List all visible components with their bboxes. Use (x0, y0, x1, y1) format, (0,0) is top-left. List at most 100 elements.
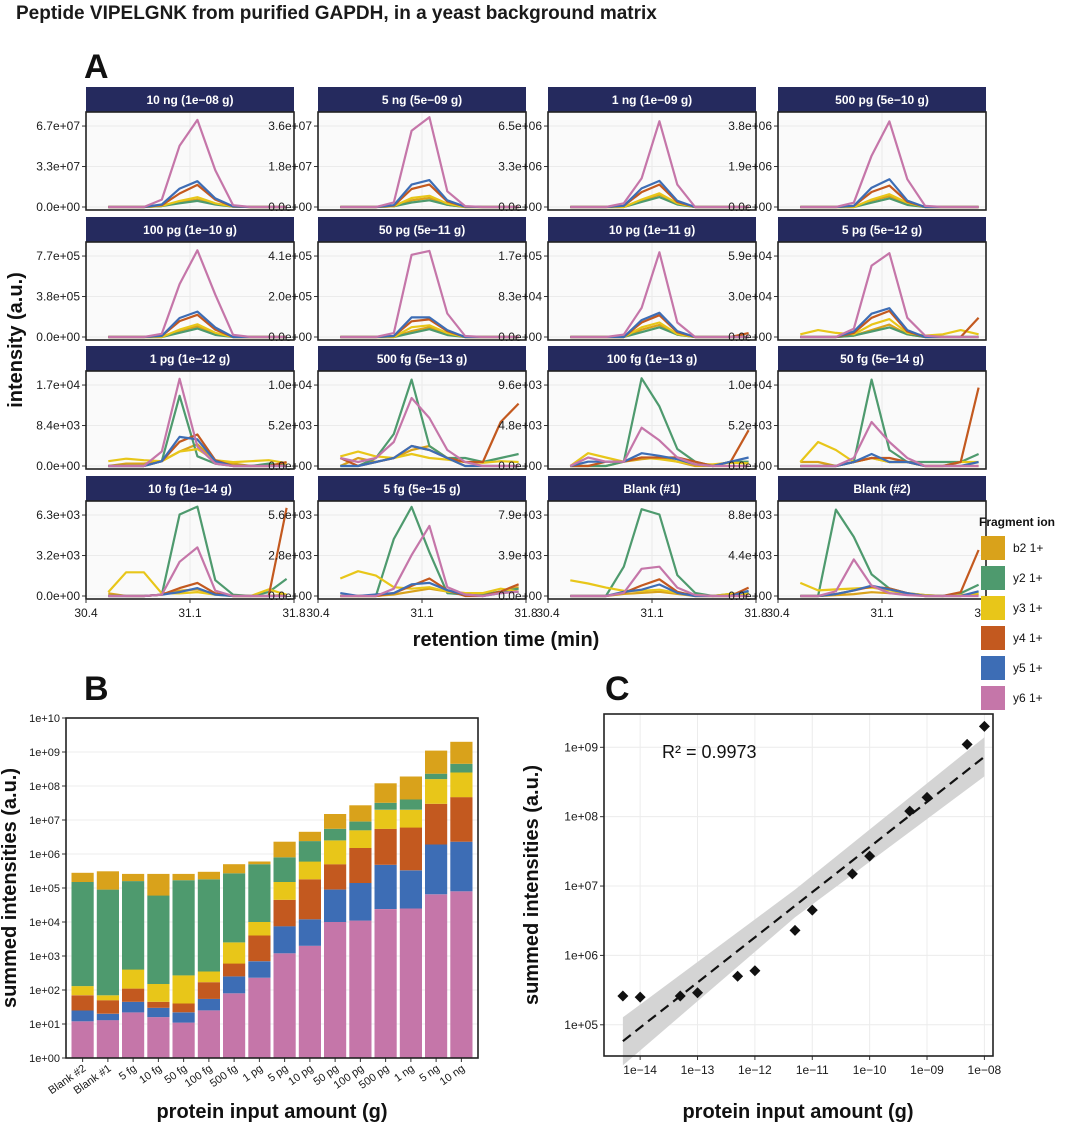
panel-b-bar-segment-y31 (324, 840, 347, 865)
facet-x-tick-label: 31.1 (640, 606, 664, 620)
facet-strip (86, 346, 294, 371)
facet-series-line-y31 (800, 318, 979, 337)
facet-series-line-y61 (340, 116, 519, 209)
panel-c-data-point (806, 904, 818, 916)
facet-y-tick-label: 8.8e+03 (728, 508, 772, 522)
panel-c-x-tick-label: 1e−14 (623, 1063, 657, 1077)
panel-b-bar-segment-y41 (197, 982, 220, 999)
facet-3: 1 ng (1e−09 g) 0.0e+00 3.3e+06 6.5e+06 (498, 87, 757, 214)
facet-strip-label: 100 fg (1e−13 g) (607, 352, 697, 366)
facet-x-tick-label: 31.8 (514, 606, 538, 620)
panel-b-bar-segment-b21 (122, 873, 145, 882)
facet-strip-label: 5 ng (5e−09 g) (382, 93, 462, 107)
facet-y-tick-label: 0.0e+00 (36, 459, 80, 473)
panel-b-bar-segment-y41 (425, 803, 448, 845)
panel-c-y-tick-label: 1e+09 (564, 740, 598, 754)
facet-y-tick-label: 3.3e+07 (36, 160, 80, 174)
facet-x-tick-label: 30.4 (306, 606, 330, 620)
panel-b-bar-segment-y21 (96, 889, 119, 996)
panel-c-r-squared-annotation: R² = 0.9973 (662, 742, 757, 762)
panel-b-bar-segment-y61 (298, 945, 321, 1058)
panel-c-data-point (732, 970, 744, 982)
panel-b-bar-segment-b21 (273, 841, 296, 858)
panel-b-bar-segment-y51 (273, 926, 296, 954)
facet-y-tick-label: 1.8e+07 (268, 160, 312, 174)
facet-y-tick-label: 5.2e+03 (728, 419, 772, 433)
panel-b-bar-segment-y31 (96, 995, 119, 1001)
facet-y-tick-label: 3.6e+07 (268, 119, 312, 133)
panel-b-y-tick-label: 1e+01 (29, 1019, 60, 1031)
panel-b-stacked-bar-chart: 1e+00 1e+01 1e+02 1e+03 1e+04 1e+05 1e+06 1e+07… (0, 713, 479, 1123)
panel-b-bar-segment-y21 (223, 873, 246, 943)
panel-b-x-tick-label: 5 ng (417, 1063, 441, 1085)
panel-b-bar-segment-y31 (71, 986, 94, 996)
panel-b-bar-segment-y61 (197, 1010, 220, 1058)
panel-b-bar-segment-y41 (298, 879, 321, 920)
facet-y-tick-label: 0.0e+00 (498, 589, 542, 603)
facet-strip (318, 346, 526, 371)
panel-b-bar-segment-y21 (450, 763, 473, 773)
facet-y-tick-label: 0.0e+00 (268, 589, 312, 603)
facet-y-tick-label: 4.4e+03 (728, 549, 772, 563)
panel-b-y-tick-label: 1e+07 (29, 815, 60, 827)
facet-6: 50 pg (5e−11 g) 0.0e+00 2.0e+05 4.1e+05 (268, 217, 527, 344)
panel-b-bar-segment-y51 (450, 841, 473, 892)
facet-series-line-y61 (108, 546, 287, 598)
facet-border (85, 370, 295, 470)
panel-c-data-point (692, 987, 704, 999)
panel-b-bar-segment-y21 (425, 773, 448, 780)
panel-b-x-tick-label: 10 fg (137, 1063, 164, 1087)
panel-b-bar-segment-b21 (399, 776, 422, 800)
facet-strip-label: 500 fg (5e−13 g) (377, 352, 467, 366)
panel-b-bar-segment-y31 (197, 971, 220, 983)
panel-b-bar-segment-y61 (399, 908, 422, 1058)
facet-y-tick-label: 5.6e+03 (268, 508, 312, 522)
panel-b-bar-segment-y41 (450, 797, 473, 842)
facet-y-tick-label: 5.9e+04 (728, 249, 772, 263)
panel-b-bar-segment-y41 (122, 988, 145, 1002)
panel-label-c: C (605, 670, 630, 708)
legend-swatch-y31 (981, 596, 1005, 620)
legend-swatch-b21 (981, 536, 1005, 560)
facet-series-line-y61 (570, 120, 749, 209)
panel-b-bar-segment-y61 (273, 953, 296, 1058)
facet-strip-label: 1 pg (1e−12 g) (150, 352, 230, 366)
panel-b-bar-segment-y21 (172, 880, 195, 976)
facet-series-line-y61 (800, 420, 979, 468)
panel-b-bar-segment-y31 (147, 984, 170, 1002)
facet-strip (548, 87, 756, 112)
legend-swatch-y41 (981, 626, 1005, 650)
panel-b-bar-segment-y61 (71, 1021, 94, 1058)
panel-b-bar-segment-y21 (399, 799, 422, 810)
panel-b-bar-segment-y31 (425, 779, 448, 804)
panel-b-y-tick-label: 1e+08 (29, 781, 60, 793)
facet-y-tick-label: 3.9e+03 (498, 549, 542, 563)
panel-c-x-tick-label: 1e−12 (738, 1063, 772, 1077)
legend-swatch-y21 (981, 566, 1005, 590)
facet-4: 500 pg (5e−10 g) 0.0e+00 1.9e+06 3.8e+06 (728, 87, 987, 214)
panel-c-scatter-chart: 1e−14 1e−13 1e−12 1e−11 1e−10 1e−09 1e−08 1e+05… (521, 713, 1002, 1123)
facet-9: 1 pg (1e−12 g) 0.0e+00 8.4e+03 1.7e+04 (36, 346, 295, 473)
panel-c-x-tick-label: 1e−08 (968, 1063, 1002, 1077)
panel-c-y-tick-label: 1e+08 (564, 810, 598, 824)
panel-b-bar-segment-y31 (122, 969, 145, 989)
facet-strip (86, 87, 294, 112)
panel-b-bar-segment-y51 (172, 1012, 195, 1023)
panel-b-bar-segment-y41 (324, 864, 347, 890)
panel-b-bar-segment-y51 (248, 961, 271, 978)
panel-b-bar-segment-b21 (96, 871, 119, 890)
panel-b-bar-segment-y21 (122, 881, 145, 970)
facet-series-line-y21 (340, 378, 519, 468)
facet-y-tick-label: 3.3e+06 (498, 160, 542, 174)
facet-y-tick-label: 8.4e+03 (36, 419, 80, 433)
facet-strip-label: 100 pg (1e−10 g) (143, 223, 237, 237)
facet-y-tick-label: 7.9e+03 (498, 508, 542, 522)
panel-c-x-tick-label: 1e−10 (853, 1063, 887, 1077)
facet-y-tick-label: 0.0e+00 (268, 459, 312, 473)
panel-b-bar-segment-y41 (71, 995, 94, 1011)
panel-b-bar-segment-y51 (374, 864, 397, 909)
facet-x-tick-label: 31.8 (744, 606, 768, 620)
facet-y-tick-label: 0.0e+00 (728, 330, 772, 344)
facet-y-tick-label: 1.7e+04 (36, 378, 80, 392)
